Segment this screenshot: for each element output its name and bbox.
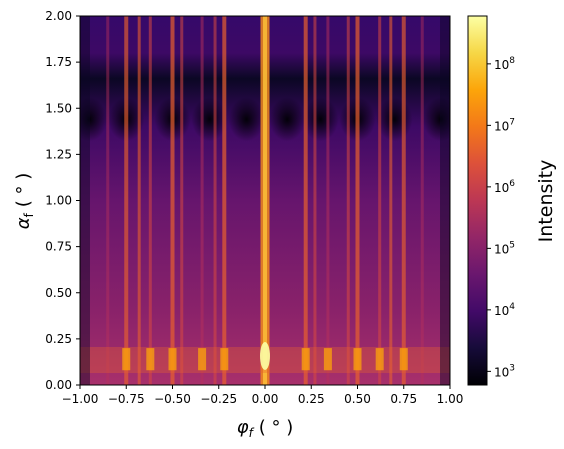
band-hotspot — [323, 348, 332, 371]
x-axis-title: φf( ° ) — [237, 417, 294, 440]
y-axis: 0.00 0.25 0.50 0.75 1.00 1.25 1.50 1.75 2.00 — [45, 9, 80, 392]
y-tick-label: 1.75 — [45, 55, 72, 69]
intensity-stripe — [263, 16, 267, 385]
intensity-stripe — [355, 16, 360, 385]
colorbar-frame — [467, 15, 488, 386]
y-tick-label: 0.00 — [45, 378, 72, 392]
colorbar-ticks: 103 104 105 106 107 108 — [487, 56, 515, 379]
intensity-stripe — [346, 16, 350, 385]
intensity-stripe — [106, 16, 110, 385]
dark-minimum — [80, 97, 108, 142]
intensity-stripe — [170, 16, 175, 385]
y-tick-label: 2.00 — [45, 9, 72, 23]
x-tick-label: −1.00 — [62, 392, 99, 406]
dark-minimum — [269, 97, 306, 142]
x-tick-label: 1.00 — [437, 392, 464, 406]
y-tick-label: 0.50 — [45, 286, 72, 300]
band-hotspot — [122, 348, 131, 371]
intensity-stripe — [378, 16, 382, 385]
heatmap-plot-area — [79, 15, 451, 386]
band-hotspot — [146, 348, 155, 371]
dark-minima — [80, 97, 450, 142]
band-hotspot — [375, 348, 384, 371]
band-hotspot — [220, 348, 229, 371]
intensity-stripe — [303, 16, 308, 385]
dark-minimum — [191, 97, 228, 142]
x-tick-label: −0.75 — [108, 392, 145, 406]
y-axis-title: αf( ° ) — [13, 173, 36, 230]
intensity-stripe — [420, 16, 424, 385]
band-hotspot — [168, 348, 177, 371]
colorbar-tick-label: 105 — [494, 240, 515, 256]
left-edge-shade — [80, 16, 90, 385]
x-tick-label: 0.75 — [390, 392, 417, 406]
band-hotspot — [399, 348, 408, 371]
y-tick-label: 0.25 — [45, 332, 72, 346]
y-tick-label: 1.50 — [45, 101, 72, 115]
colorbar: 103 104 105 106 107 108 Intensity — [467, 15, 557, 386]
y-tick-label: 0.75 — [45, 240, 72, 254]
x-tick-label: 0.25 — [298, 392, 325, 406]
x-tick-label: −0.50 — [154, 392, 191, 406]
intensity-stripe — [313, 16, 317, 385]
intensity-stripe — [124, 16, 129, 385]
right-edge-shade — [440, 16, 450, 385]
colorbar-tick-label: 104 — [494, 302, 515, 318]
x-tick-label: −0.25 — [200, 392, 237, 406]
specular-peak — [260, 342, 270, 370]
y-tick-label: 1.00 — [45, 194, 72, 208]
y-tick-label: 1.25 — [45, 147, 72, 161]
dark-minimum — [302, 97, 339, 142]
intensity-stripe — [200, 16, 204, 385]
colorbar-label: Intensity — [535, 160, 557, 243]
intensity-stripe — [148, 16, 152, 385]
dark-minimum — [376, 97, 413, 142]
colorbar-tick-label: 108 — [494, 56, 515, 72]
intensity-stripe — [326, 16, 330, 385]
intensity-stripe — [401, 16, 406, 385]
intensity-stripe — [213, 16, 217, 385]
intensity-stripe — [137, 16, 141, 385]
colorbar-tick-label: 106 — [494, 179, 515, 195]
low-angle-hotspots — [122, 348, 408, 371]
intensity-stripe — [222, 16, 227, 385]
intensity-stripe — [180, 16, 184, 385]
colorbar-gradient — [468, 16, 487, 385]
x-tick-label: 0.50 — [344, 392, 371, 406]
x-axis: −1.00 −0.75 −0.50 −0.25 0.00 0.25 0.50 0.75 1.00 — [62, 385, 464, 406]
band-hotspot — [301, 348, 310, 371]
edge-shading — [80, 16, 450, 385]
colorbar-tick-label: 107 — [494, 117, 515, 133]
band-hotspot — [198, 348, 207, 371]
dark-minimum — [422, 97, 450, 142]
dark-minimum — [228, 97, 265, 142]
band-hotspot — [353, 348, 362, 371]
x-tick-label: 0.00 — [252, 392, 279, 406]
intensity-stripe — [389, 16, 393, 385]
colorbar-tick-label: 103 — [494, 363, 515, 379]
heatmap-stripes — [106, 16, 424, 385]
